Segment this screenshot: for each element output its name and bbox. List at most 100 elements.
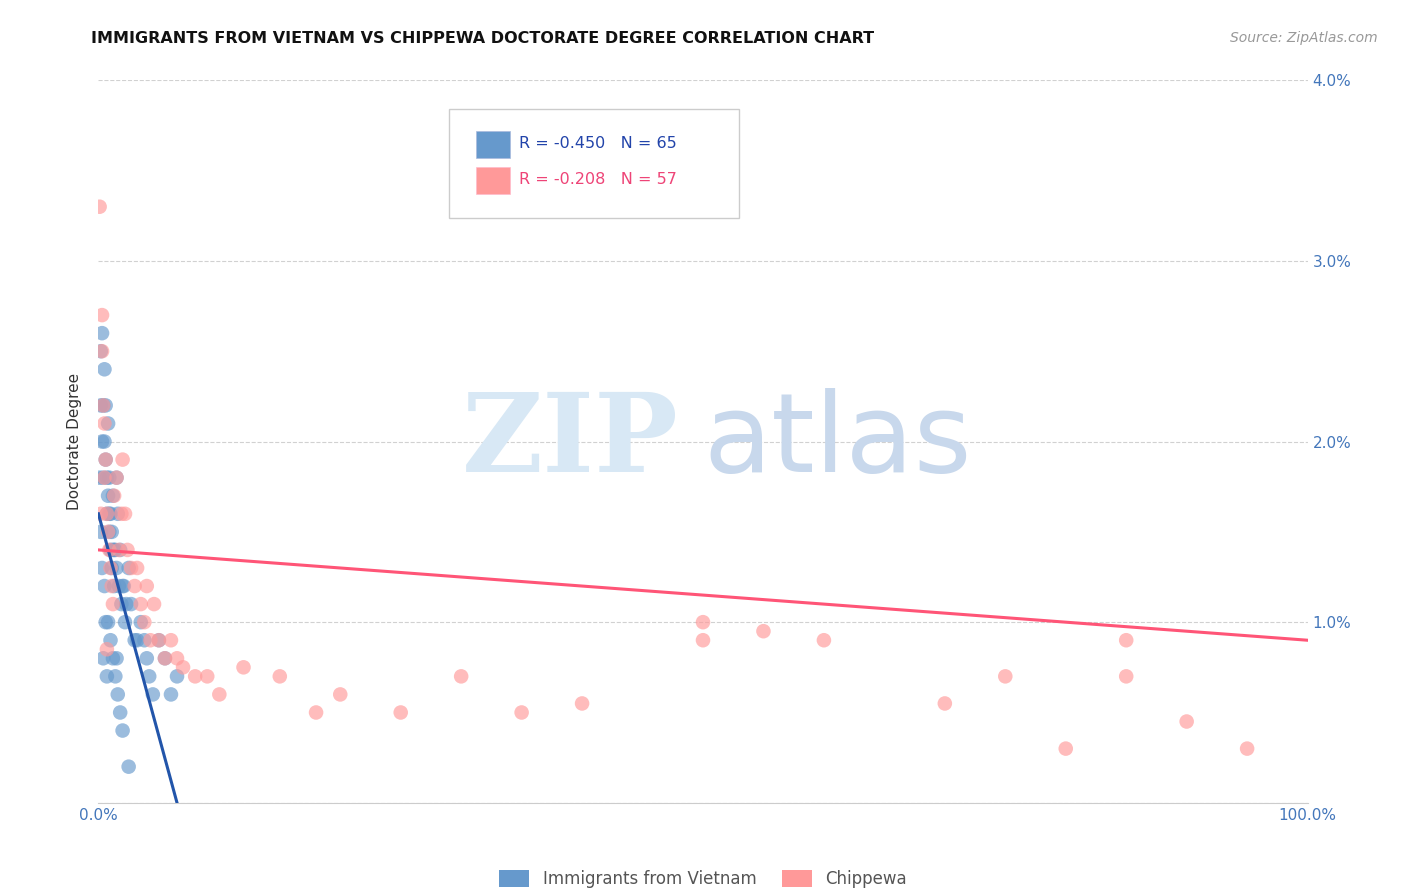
Point xyxy=(450,669,472,683)
Point xyxy=(142,687,165,701)
Point xyxy=(101,542,124,557)
Point xyxy=(91,561,114,575)
Text: IMMIGRANTS FROM VIETNAM VS CHIPPEWA DOCTORATE DEGREE CORRELATION CHART: IMMIGRANTS FROM VIETNAM VS CHIPPEWA DOCT… xyxy=(91,31,875,46)
Point xyxy=(166,669,188,683)
Point xyxy=(160,687,183,701)
Point xyxy=(96,471,118,485)
Point xyxy=(148,633,170,648)
Point xyxy=(97,524,120,539)
Point xyxy=(117,542,139,557)
Point xyxy=(994,669,1017,683)
Point xyxy=(111,452,134,467)
Point xyxy=(91,398,114,412)
Point xyxy=(107,507,129,521)
Point xyxy=(93,579,115,593)
Point xyxy=(208,687,231,701)
Point xyxy=(97,489,120,503)
Point xyxy=(389,706,412,720)
Point xyxy=(91,471,114,485)
Point xyxy=(94,398,117,412)
Text: ZIP: ZIP xyxy=(463,388,679,495)
Point xyxy=(134,615,156,630)
Point xyxy=(101,597,124,611)
Point xyxy=(120,597,142,611)
Point xyxy=(111,723,134,738)
Point xyxy=(135,579,157,593)
Point xyxy=(101,651,124,665)
Point xyxy=(510,706,533,720)
Point xyxy=(1054,741,1077,756)
Text: R = -0.450   N = 65: R = -0.450 N = 65 xyxy=(519,136,676,151)
Legend: Immigrants from Vietnam, Chippewa: Immigrants from Vietnam, Chippewa xyxy=(491,862,915,892)
Point xyxy=(91,434,114,449)
Point xyxy=(103,542,125,557)
Point xyxy=(138,669,160,683)
Point xyxy=(89,200,111,214)
Point xyxy=(98,542,121,557)
Point xyxy=(96,507,118,521)
Point xyxy=(120,561,142,575)
Point xyxy=(112,579,135,593)
Point xyxy=(96,642,118,657)
Point xyxy=(153,651,176,665)
Point xyxy=(105,561,128,575)
Point xyxy=(100,561,122,575)
Bar xyxy=(475,167,509,194)
Point xyxy=(118,760,141,774)
Point xyxy=(96,669,118,683)
Point xyxy=(114,507,136,521)
Point xyxy=(96,507,118,521)
Point xyxy=(692,633,714,648)
Point xyxy=(103,489,125,503)
Point xyxy=(172,660,194,674)
Bar xyxy=(475,131,509,158)
Point xyxy=(91,398,114,412)
Point xyxy=(100,633,122,648)
Point xyxy=(110,597,132,611)
Point xyxy=(124,633,146,648)
Point xyxy=(98,524,121,539)
Point xyxy=(1175,714,1198,729)
Point xyxy=(103,579,125,593)
Point xyxy=(110,507,132,521)
Point xyxy=(104,542,127,557)
Point xyxy=(93,417,115,431)
Point xyxy=(98,507,121,521)
Point xyxy=(94,615,117,630)
Point xyxy=(90,507,112,521)
Point xyxy=(329,687,352,701)
Point xyxy=(104,669,127,683)
Point xyxy=(100,542,122,557)
Text: R = -0.208   N = 57: R = -0.208 N = 57 xyxy=(519,172,678,187)
Point xyxy=(93,434,115,449)
Point xyxy=(108,579,131,593)
Point xyxy=(305,706,328,720)
Point xyxy=(129,615,152,630)
Point xyxy=(160,633,183,648)
Text: Source: ZipAtlas.com: Source: ZipAtlas.com xyxy=(1230,31,1378,45)
Point xyxy=(934,697,956,711)
Point xyxy=(1115,669,1137,683)
Point xyxy=(114,615,136,630)
Point xyxy=(1115,633,1137,648)
Point xyxy=(135,651,157,665)
Point xyxy=(1236,741,1258,756)
Point xyxy=(127,633,149,648)
Point xyxy=(752,624,775,639)
Point xyxy=(111,579,134,593)
Point xyxy=(118,561,141,575)
Point xyxy=(124,579,146,593)
Point xyxy=(101,489,124,503)
Point xyxy=(94,452,117,467)
Point xyxy=(571,697,593,711)
Point xyxy=(97,615,120,630)
Point xyxy=(89,471,111,485)
Point xyxy=(91,651,114,665)
Point xyxy=(184,669,207,683)
Point xyxy=(105,471,128,485)
Point xyxy=(94,452,117,467)
Point xyxy=(129,597,152,611)
Point xyxy=(100,524,122,539)
Point xyxy=(93,471,115,485)
Point xyxy=(134,633,156,648)
